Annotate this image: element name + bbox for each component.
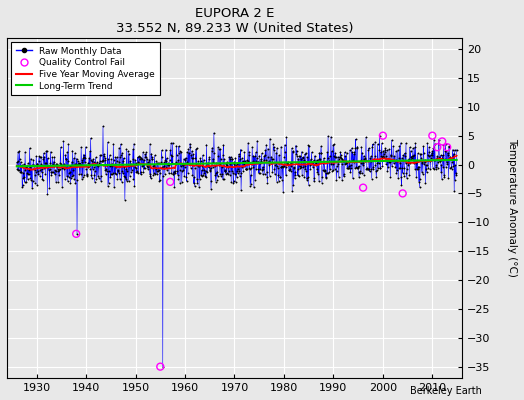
Point [379, 132, 387, 139]
Legend: Raw Monthly Data, Quality Control Fail, Five Year Moving Average, Long-Term Tren: Raw Monthly Data, Quality Control Fail, … [12, 42, 160, 95]
Point [438, 138, 446, 145]
Title: EUPORA 2 E
33.552 N, 89.233 W (United States): EUPORA 2 E 33.552 N, 89.233 W (United St… [116, 7, 353, 35]
Point [166, 179, 174, 185]
Point [433, 144, 442, 150]
Point [428, 132, 436, 139]
Point [398, 190, 407, 197]
Text: Berkeley Earth: Berkeley Earth [410, 386, 482, 396]
Y-axis label: Temperature Anomaly (°C): Temperature Anomaly (°C) [507, 138, 517, 277]
Point [156, 364, 165, 370]
Point [359, 184, 367, 191]
Point [443, 144, 451, 150]
Point [72, 231, 80, 237]
